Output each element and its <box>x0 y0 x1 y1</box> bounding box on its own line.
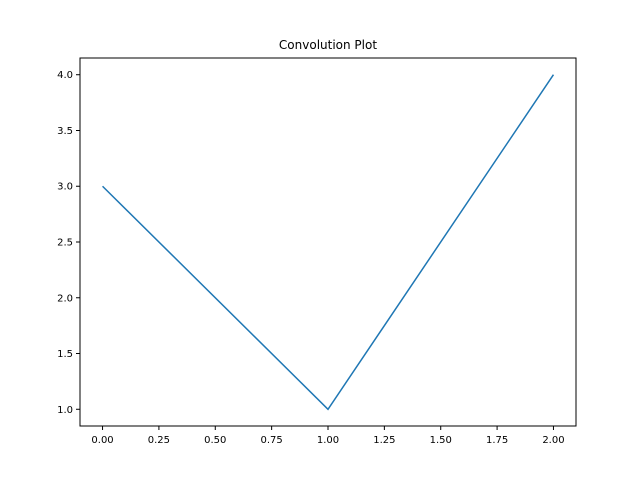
x-tick-label: 1.75 <box>486 435 508 446</box>
y-tick-label: 2.5 <box>57 238 73 249</box>
axes-frame <box>79 57 577 427</box>
y-tick-label: 3.5 <box>57 126 73 137</box>
x-tick-label: 1.25 <box>373 435 395 446</box>
x-tick-label: 1.00 <box>317 435 339 446</box>
x-tick-label: 0.50 <box>204 435 226 446</box>
y-tick-label: 2.0 <box>57 293 73 304</box>
x-axis: 0.00 0.25 0.50 0.75 1.00 1.25 1.50 1.75 2.00 <box>91 426 565 446</box>
series-line <box>102 74 555 411</box>
plot-area <box>79 57 577 427</box>
x-tick-label: 0.75 <box>261 435 283 446</box>
y-tick-label: 1.0 <box>57 405 73 416</box>
y-tick-label: 4.0 <box>57 70 73 81</box>
y-axis: 1.0 1.5 2.0 2.5 3.0 3.5 4.0 <box>57 70 80 416</box>
y-tick-label: 1.5 <box>57 349 73 360</box>
x-tick-label: 0.25 <box>148 435 170 446</box>
chart-title: Convolution Plot <box>279 38 377 52</box>
x-tick-label: 1.50 <box>430 435 452 446</box>
x-tick-label: 2.00 <box>542 435 564 446</box>
x-tick-label: 0.00 <box>91 435 113 446</box>
y-tick-label: 3.0 <box>57 182 73 193</box>
series-layer <box>102 74 555 411</box>
